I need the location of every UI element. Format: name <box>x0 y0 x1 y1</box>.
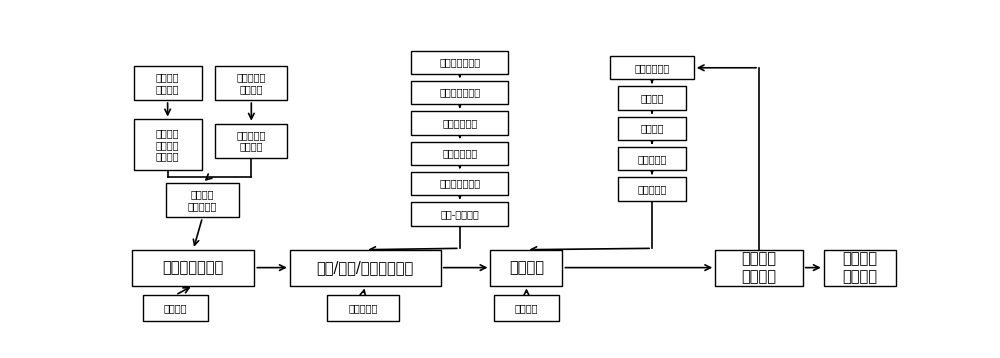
Text: 网络检查: 网络检查 <box>164 303 187 313</box>
Text: 有限元网格建立: 有限元网格建立 <box>163 260 224 275</box>
Bar <box>618 86 686 110</box>
Text: 数据处理
制作产品: 数据处理 制作产品 <box>842 251 877 284</box>
Bar <box>610 56 694 79</box>
Text: 探测队实测
河道边界: 探测队实测 河道边界 <box>237 130 266 152</box>
Text: 模型控制方程: 模型控制方程 <box>634 63 670 73</box>
Text: 土地利用率数据: 土地利用率数据 <box>439 179 480 189</box>
Text: 运行优化: 运行优化 <box>515 303 538 313</box>
Text: 探测队实测
高程数据: 探测队实测 高程数据 <box>237 72 266 94</box>
Text: 基于实况
卫星订正
河道边界: 基于实况 卫星订正 河道边界 <box>156 129 179 161</box>
Bar <box>494 295 559 321</box>
Bar <box>215 66 287 100</box>
Bar <box>618 177 686 201</box>
Text: 土壤类型数据: 土壤类型数据 <box>442 148 477 158</box>
Bar <box>411 172 508 195</box>
Bar <box>215 124 287 158</box>
Text: 气象站实况数据: 气象站实况数据 <box>439 57 480 67</box>
Bar <box>132 250 254 286</box>
Bar <box>618 117 686 140</box>
Bar <box>824 250 896 286</box>
Text: 高分地理
高程数据: 高分地理 高程数据 <box>156 72 179 94</box>
Text: 求解方案: 求解方案 <box>640 124 664 134</box>
Text: 高分气象产品: 高分气象产品 <box>442 118 477 128</box>
Bar <box>618 147 686 170</box>
Bar <box>134 120 202 170</box>
Bar <box>411 141 508 165</box>
Bar <box>166 183 239 217</box>
Text: 数据分析
结果检验: 数据分析 结果检验 <box>741 251 776 284</box>
Text: 参数化方程: 参数化方程 <box>637 154 667 164</box>
Text: 合理性诊断: 合理性诊断 <box>348 303 378 313</box>
Text: 客户定制
分辨率需求: 客户定制 分辨率需求 <box>188 189 217 211</box>
Text: 边界/初值/静态条件设置: 边界/初值/静态条件设置 <box>317 260 414 275</box>
Text: 水文站实况数据: 水文站实况数据 <box>439 88 480 98</box>
Bar <box>715 250 803 286</box>
Bar <box>143 295 208 321</box>
Bar <box>134 66 202 100</box>
Bar <box>290 250 441 286</box>
Text: 仿真设置: 仿真设置 <box>509 260 544 275</box>
Text: 流经-渗透设置: 流经-渗透设置 <box>440 209 479 219</box>
Bar <box>411 81 508 104</box>
Bar <box>327 295 399 321</box>
Bar <box>411 202 508 226</box>
Text: 定制化方案: 定制化方案 <box>637 184 667 194</box>
Text: 求解精度: 求解精度 <box>640 93 664 103</box>
Bar <box>490 250 562 286</box>
Bar <box>411 50 508 74</box>
Bar <box>411 111 508 135</box>
